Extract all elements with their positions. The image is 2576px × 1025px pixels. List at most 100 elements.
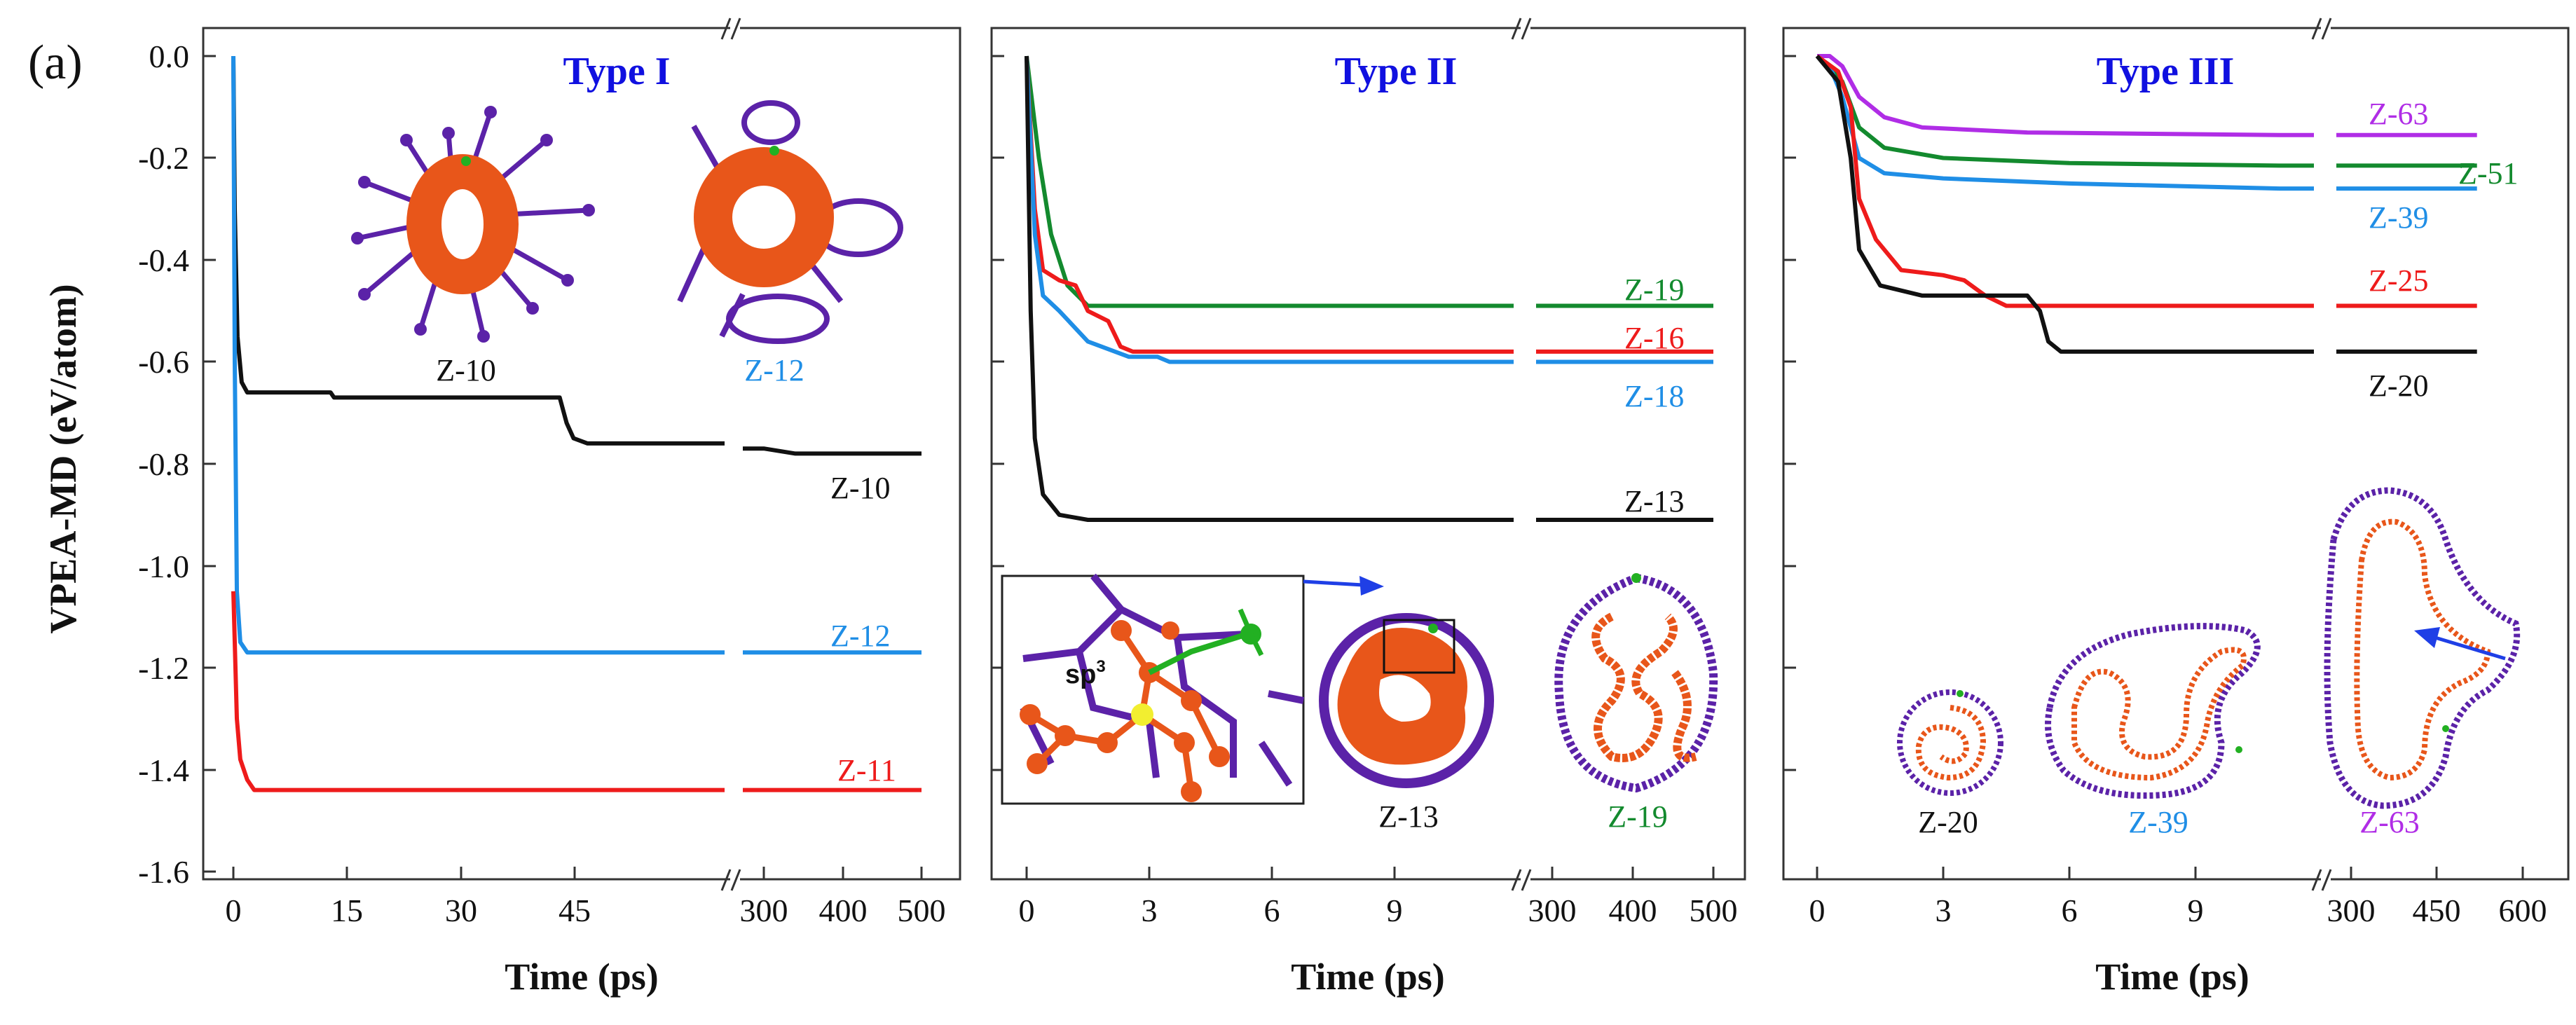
panel-1-x-ticks bbox=[232, 867, 923, 879]
inset-molecule-z20 bbox=[1897, 689, 2003, 796]
panel-3-series bbox=[1815, 54, 2477, 354]
y-tick-label: -0.4 bbox=[138, 242, 189, 278]
y-tick-label: -1.0 bbox=[138, 549, 189, 584]
series-line-z-19-short bbox=[1025, 55, 1514, 308]
panel-3-x-ticks bbox=[1816, 867, 2524, 879]
x-tick-label: 400 bbox=[1609, 893, 1657, 928]
x-axis-title: Time (ps) bbox=[1291, 956, 1445, 998]
x-tick-label: 9 bbox=[2188, 893, 2204, 928]
x-axis-title: Time (ps) bbox=[505, 956, 659, 998]
zoom-arrow-icon bbox=[1303, 576, 1384, 596]
x-tick-label: 9 bbox=[1387, 893, 1403, 928]
panel-2-title: Type II bbox=[1335, 50, 1458, 93]
x-tick-label: 0 bbox=[1019, 893, 1035, 928]
panel-1-series bbox=[231, 55, 922, 792]
series-annotation-z13: Z-13 bbox=[1624, 484, 1685, 518]
x-tick-label: 3 bbox=[1142, 893, 1158, 928]
inset-molecule-z12 bbox=[677, 100, 903, 344]
series-line-z-12-short bbox=[231, 55, 725, 655]
series-annotation-z20: Z-20 bbox=[2369, 369, 2429, 403]
x-tick-label: 6 bbox=[1264, 893, 1280, 928]
x-tick-label: 400 bbox=[819, 893, 868, 928]
inset-sp-label: sp3 bbox=[1065, 657, 1106, 689]
panel-type-2: 0 3 6 9 300 400 500 Time (ps) Type II Z-… bbox=[990, 18, 1746, 998]
panel-type-1: 0.0 -0.2 -0.4 -0.6 -0.8 -1.0 -1.2 -1.4 -… bbox=[138, 18, 961, 998]
y-axis-title: VPEA-MD (eV/atom) bbox=[42, 284, 84, 633]
series-annotation-z63: Z-63 bbox=[2369, 97, 2429, 131]
series-line-z-13-short bbox=[1025, 55, 1514, 522]
panel-2-frame bbox=[990, 27, 1746, 881]
series-annotation-z51: Z-51 bbox=[2458, 156, 2519, 191]
series-line-z-16-short bbox=[1025, 55, 1514, 354]
panel-2-series bbox=[1025, 55, 1713, 522]
x-axis-title: Time (ps) bbox=[2095, 956, 2249, 998]
series-annotation-z39: Z-39 bbox=[2369, 200, 2429, 235]
x-tick-label: 300 bbox=[740, 893, 788, 928]
series-line-z-51-short bbox=[1816, 54, 2314, 168]
series-annotation-z11: Z-11 bbox=[837, 753, 896, 787]
y-tick-label: 0.0 bbox=[149, 39, 190, 74]
inset-sp3-zoom bbox=[1001, 573, 1305, 805]
figure-label: (a) bbox=[28, 36, 83, 90]
y-tick-label: -1.2 bbox=[138, 650, 189, 686]
x-tick-label: 15 bbox=[331, 893, 363, 928]
y-tick-label: -0.8 bbox=[138, 446, 189, 482]
panel-1-title: Type I bbox=[563, 50, 671, 93]
x-tick-label: 3 bbox=[1936, 893, 1952, 928]
series-annotation-z25: Z-25 bbox=[2369, 263, 2429, 298]
panel-1-break-marks bbox=[720, 18, 741, 891]
inset-label-z19: Z-19 bbox=[1608, 799, 1668, 834]
x-tick-label: 45 bbox=[559, 893, 591, 928]
inset-molecule-z63 bbox=[2324, 487, 2521, 809]
panel-2-x-ticks bbox=[1025, 867, 1715, 879]
inset-molecule-z13 bbox=[1319, 613, 1494, 788]
x-tick-label: 450 bbox=[2413, 893, 2461, 928]
y-tick-label: -0.2 bbox=[138, 140, 189, 176]
series-line-z-10-short bbox=[231, 55, 725, 446]
panel-3-y-ticks bbox=[1783, 55, 1796, 771]
panel-3-break-marks bbox=[2311, 18, 2332, 891]
x-tick-label: 0 bbox=[226, 893, 242, 928]
sp-text: sp bbox=[1065, 660, 1096, 689]
inset-molecule-z19 bbox=[1554, 573, 1718, 793]
x-tick-label: 600 bbox=[2499, 893, 2547, 928]
panel-3-frame bbox=[1782, 27, 2570, 881]
inset-label-z10: Z-10 bbox=[436, 353, 496, 387]
series-annotation-z10: Z-10 bbox=[830, 471, 891, 505]
x-tick-label: 500 bbox=[898, 893, 946, 928]
series-line-z-11-short bbox=[231, 591, 725, 792]
series-line-z-20-short bbox=[1815, 55, 2314, 354]
panel-2-break-marks bbox=[1511, 18, 1532, 891]
series-line-z-63-short bbox=[1817, 54, 2314, 137]
series-line-z-39-short bbox=[1816, 54, 2314, 191]
y-tick-label: -0.6 bbox=[138, 344, 189, 380]
x-tick-label: 30 bbox=[445, 893, 477, 928]
x-tick-label: 500 bbox=[1690, 893, 1738, 928]
inset-label-z20: Z-20 bbox=[1918, 805, 1978, 839]
x-tick-label: 6 bbox=[2062, 893, 2078, 928]
inset-label-z13: Z-13 bbox=[1378, 799, 1439, 834]
series-line-z-10-long bbox=[743, 446, 922, 456]
inset-molecule-z39 bbox=[2045, 623, 2261, 799]
inset-label-z39: Z-39 bbox=[2128, 805, 2188, 839]
y-tick-label: -1.4 bbox=[138, 752, 189, 788]
x-tick-label: 0 bbox=[1809, 893, 1825, 928]
panel-type-3: 0 3 6 9 300 450 600 Time (ps) Type III Z… bbox=[1782, 18, 2570, 998]
series-annotation-z18: Z-18 bbox=[1624, 379, 1685, 413]
series-line-z-25-short bbox=[1816, 54, 2314, 308]
panel-3-title: Type III bbox=[2097, 50, 2235, 93]
inset-label-z12: Z-12 bbox=[744, 353, 804, 387]
y-tick-label: -1.6 bbox=[138, 854, 189, 890]
series-line-z-18-short bbox=[1025, 55, 1514, 364]
panel-1-frame bbox=[202, 27, 961, 881]
x-tick-label: 300 bbox=[2327, 893, 2376, 928]
x-tick-label: 300 bbox=[1528, 893, 1577, 928]
sp-superscript: 3 bbox=[1096, 657, 1105, 676]
ring-arrow-icon bbox=[2414, 627, 2506, 661]
inset-label-z63: Z-63 bbox=[2359, 805, 2420, 839]
panel-1-y-ticks bbox=[203, 55, 216, 873]
series-annotation-z16: Z-16 bbox=[1624, 321, 1685, 355]
series-annotation-z12: Z-12 bbox=[830, 619, 891, 653]
inset-molecule-z10 bbox=[351, 106, 595, 343]
